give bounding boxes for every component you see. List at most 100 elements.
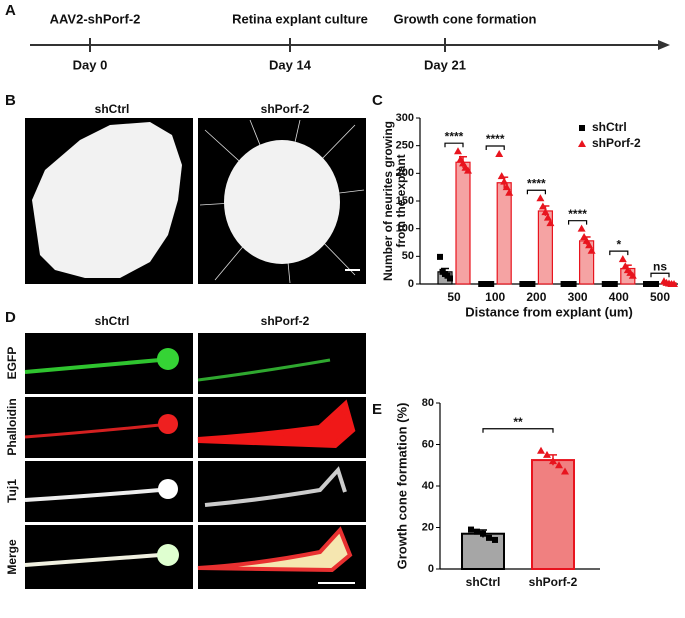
panel-label: B xyxy=(5,92,16,109)
data-point xyxy=(502,183,511,191)
y-axis-label: Number of neurites growing xyxy=(381,121,395,281)
column-label: shPorf-2 xyxy=(261,102,310,116)
row-label: Phalloidin xyxy=(5,398,19,455)
y-axis-label: from the explant xyxy=(394,154,408,247)
sig-label: **** xyxy=(568,207,587,221)
x-tick-label: shPorf-2 xyxy=(529,575,578,589)
sig-bracket xyxy=(485,145,505,150)
data-point xyxy=(480,530,486,537)
y-tick-label: 100 xyxy=(396,223,414,235)
growth-cone xyxy=(197,526,353,573)
sig-label: ns xyxy=(653,259,667,273)
data-point xyxy=(543,213,552,221)
data-point xyxy=(447,275,453,282)
x-tick-label: 300 xyxy=(568,290,588,304)
data-point xyxy=(577,224,586,232)
panel-label: D xyxy=(5,309,16,326)
data-point xyxy=(437,253,443,260)
legend-swatch xyxy=(578,140,586,147)
data-point xyxy=(468,526,474,533)
sig-label: **** xyxy=(527,176,546,190)
sig-bracket xyxy=(444,142,464,148)
data-point xyxy=(611,281,618,287)
row-label: Tuj1 xyxy=(5,479,19,503)
y-tick-label: 40 xyxy=(422,480,434,492)
data-point xyxy=(529,281,536,287)
bar xyxy=(496,182,512,285)
x-tick-label: shCtrl xyxy=(466,575,501,589)
data-point xyxy=(505,188,514,196)
data-point xyxy=(555,461,563,469)
panel-label: C xyxy=(372,92,383,109)
sig-bracket xyxy=(568,220,588,225)
sig-label: * xyxy=(616,237,621,251)
timeline-event: Retina explant culture xyxy=(232,11,368,26)
data-point xyxy=(549,457,557,465)
sig-bracket xyxy=(526,189,546,195)
y-tick-label: 200 xyxy=(396,167,414,179)
data-point xyxy=(546,219,555,227)
growth-cone-images xyxy=(24,333,366,589)
x-tick-label: 200 xyxy=(526,290,546,304)
y-tick-label: 80 xyxy=(422,397,434,409)
timeline-day: Day 0 xyxy=(73,57,108,72)
x-tick-label: 50 xyxy=(447,290,461,304)
growth-cone xyxy=(158,479,178,499)
data-point xyxy=(582,236,591,244)
neurite xyxy=(204,466,347,507)
y-tick-label: 250 xyxy=(396,140,414,152)
growth-cone xyxy=(157,544,179,566)
data-point xyxy=(587,246,596,254)
y-tick-label: 20 xyxy=(422,521,434,533)
data-point xyxy=(500,177,509,185)
data-point xyxy=(541,208,550,216)
neurite xyxy=(197,358,331,382)
panel-label: E xyxy=(372,401,382,418)
row-label: Merge xyxy=(5,539,19,575)
timeline-day: Day 14 xyxy=(269,57,312,72)
data-point xyxy=(464,166,472,174)
data-point xyxy=(653,281,659,287)
image-tile xyxy=(198,461,366,522)
timeline-event: Growth cone formation xyxy=(394,11,537,26)
neurite xyxy=(24,358,161,374)
neurite xyxy=(24,423,161,439)
data-point xyxy=(543,450,551,458)
sig-bracket xyxy=(609,250,629,256)
image-tile xyxy=(198,333,366,394)
y-tick-label: 60 xyxy=(422,438,434,450)
panel-label: A xyxy=(5,2,16,19)
neurite xyxy=(24,488,161,502)
data-point xyxy=(561,467,569,475)
explant-shape xyxy=(224,140,340,264)
data-point xyxy=(536,194,545,202)
y-tick-label: 150 xyxy=(396,195,414,207)
y-tick-label: 0 xyxy=(408,278,414,290)
timeline-event: AAV2-shPorf-2 xyxy=(50,11,141,26)
legend-label: shPorf-2 xyxy=(592,136,641,150)
data-point xyxy=(474,528,480,535)
sig-label: **** xyxy=(445,129,464,143)
timeline-day: Day 21 xyxy=(424,57,466,72)
x-tick-label: 500 xyxy=(650,290,670,304)
explant-shape xyxy=(32,122,182,278)
data-point xyxy=(459,159,467,167)
legend-label: shCtrl xyxy=(592,120,627,134)
column-label: shCtrl xyxy=(95,102,130,116)
growth-cone xyxy=(158,414,178,434)
y-tick-label: 50 xyxy=(402,250,414,262)
sig-bracket xyxy=(482,428,554,433)
y-axis-label: Growth cone formation (%) xyxy=(394,403,409,570)
bar xyxy=(455,161,471,285)
x-tick-label: 400 xyxy=(609,290,629,304)
data-point xyxy=(454,147,462,155)
data-point xyxy=(488,281,495,287)
sig-label: ** xyxy=(513,415,523,429)
data-point xyxy=(585,241,594,249)
neurite xyxy=(24,553,161,567)
growth-cone xyxy=(197,399,356,449)
legend-swatch xyxy=(579,125,585,131)
data-point xyxy=(486,534,492,541)
